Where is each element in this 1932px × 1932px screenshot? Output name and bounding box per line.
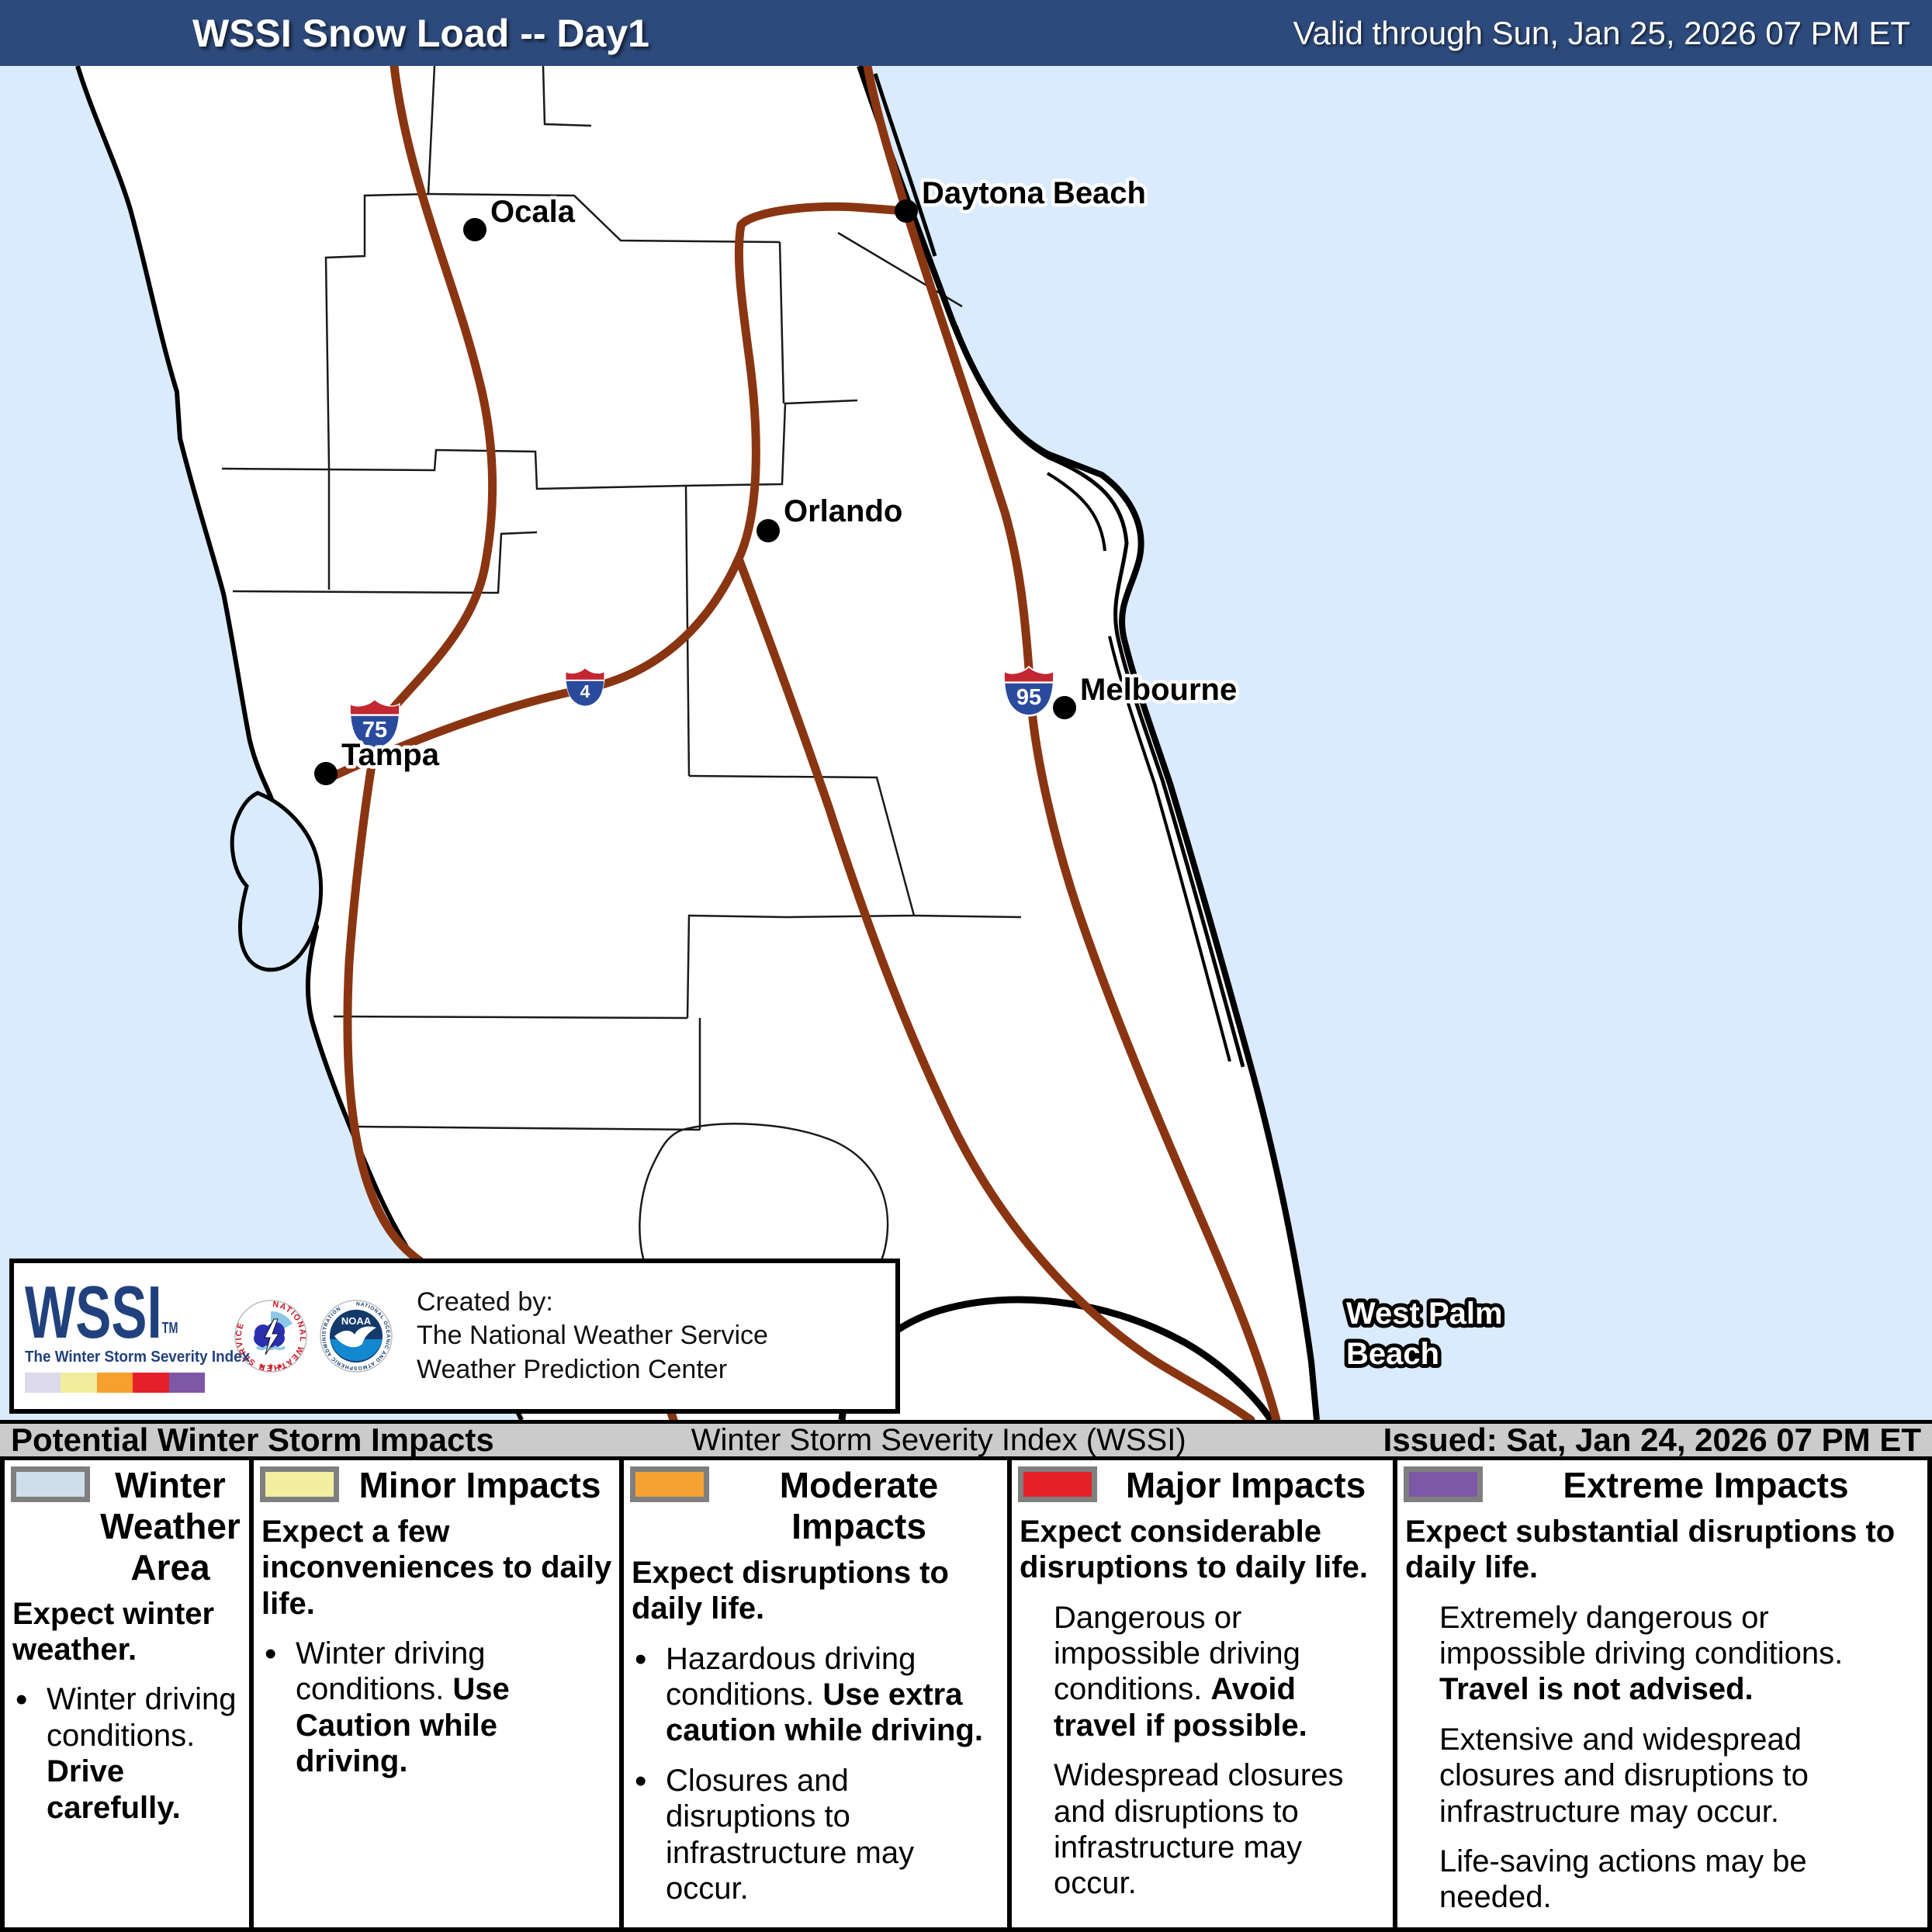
major-impacts-swatch [1018, 1466, 1097, 1502]
city-markers [314, 199, 1076, 785]
wssi-logo: WSSITM The Winter Storm Severity Index [25, 1270, 251, 1394]
daytona-beach-label: Daytona Beach [922, 176, 1146, 210]
legend-lead: Expect winter weather. [12, 1596, 215, 1667]
colorbar-segment [25, 1373, 61, 1394]
bullet-icon: • [635, 1639, 647, 1678]
moderate-impacts-swatch [630, 1466, 709, 1502]
winter-weather-swatch [11, 1466, 90, 1502]
minor-impacts-swatch [260, 1466, 339, 1502]
legend-title: Extreme Impacts [1563, 1465, 1849, 1505]
info-bar: Potential Winter Storm Impacts Winter St… [0, 1420, 1932, 1460]
daytona-beach-dot [895, 199, 918, 223]
orlando-label: Orlando [784, 494, 902, 528]
legend-item: Extensive and widespread closures and di… [1439, 1722, 1809, 1829]
map-canvas: 75 4 95 Ocala Daytona Beach Orlando Tamp… [0, 66, 1932, 1420]
bullet-icon: • [265, 1635, 277, 1674]
ocala-dot [463, 218, 486, 241]
gulf-of-mexico [0, 66, 521, 1420]
legend-item: • Hazardous driving conditions. Use extr… [635, 1639, 983, 1748]
colorbar-segment [133, 1373, 169, 1394]
indian-river-shore [1046, 472, 1231, 1062]
nws-logo: NATIONAL WEATHER SERVICE ★ ★ ★ [234, 1300, 307, 1373]
atlantic-coastline [857, 66, 1320, 1420]
legend-item: Life-saving actions may be needed. [1439, 1844, 1807, 1915]
legend-lead: Expect disruptions to daily life. [632, 1555, 949, 1626]
interstate-shield-75: 75 [349, 698, 400, 750]
legend-lead: Expect considerable disruptions to daily… [1020, 1514, 1368, 1585]
interstate-shield-4: 4 [565, 667, 605, 708]
impact-legend: Winter Weather Area Expect winter weathe… [0, 1460, 1932, 1932]
west-palm-beach-label: West Palm Beach [1346, 1297, 1511, 1371]
tampa-bay [230, 791, 324, 972]
wssi-subtitle: Winter Storm Severity Index (WSSI) [691, 1422, 1186, 1457]
svg-text:95: 95 [1016, 685, 1041, 710]
nws-stars: ★ ★ ★ [258, 1362, 283, 1371]
legend-winter-weather-area: Winter Weather Area Expect winter weathe… [5, 1460, 249, 1927]
legend-extreme-impacts: Extreme Impacts Expect substantial disru… [1393, 1460, 1927, 1927]
interstate-shield-95: 95 [1003, 665, 1054, 717]
colorbar-segment [61, 1373, 97, 1394]
svg-text:75: 75 [362, 718, 387, 743]
ocala-label: Ocala [490, 195, 576, 229]
svg-text:4: 4 [580, 681, 590, 701]
legend-moderate-impacts: Moderate Impacts Expect disruptions to d… [619, 1460, 1007, 1927]
colorbar-segment [168, 1373, 206, 1394]
legend-lead: Expect a few inconveniences to daily lif… [261, 1514, 612, 1621]
legend-item: Dangerous or impossible driving conditio… [1054, 1600, 1307, 1743]
noaa-wordmark: NOAA [341, 1315, 372, 1327]
atlantic-ocean [860, 66, 1932, 1420]
road-i4 [329, 202, 911, 781]
impacts-heading: Potential Winter Storm Impacts [11, 1421, 494, 1458]
wssi-wordmark: WSSITM [25, 1270, 178, 1354]
credit-box: WSSITM The Winter Storm Severity Index N… [9, 1259, 900, 1414]
legend-title: Major Impacts [1125, 1465, 1366, 1505]
tampa-label: Tampa [341, 738, 440, 772]
legend-item: Widespread closures and disruptions to i… [1054, 1758, 1344, 1901]
page-title: WSSI Snow Load -- Day1 [192, 11, 649, 55]
legend-lead: Expect substantial disruptions to daily … [1405, 1514, 1896, 1585]
title-bar: WSSI Snow Load -- Day1 Valid through Sun… [0, 0, 1932, 66]
bullet-icon: • [16, 1681, 28, 1719]
melbourne-dot [1053, 696, 1076, 719]
legend-item: • Winter driving conditions. Drive caref… [16, 1681, 237, 1825]
melbourne-label: Melbourne [1080, 673, 1237, 707]
north-barrier-shore [873, 73, 937, 257]
extreme-impacts-swatch [1404, 1466, 1483, 1502]
legend-minor-impacts: Minor Impacts Expect a few inconvenience… [249, 1460, 619, 1927]
tampa-dot [314, 762, 338, 785]
orlando-dot [757, 519, 780, 542]
issued-text: Issued: Sat, Jan 24, 2026 07 PM ET [1383, 1421, 1921, 1458]
colorbar-segment [96, 1373, 133, 1394]
trademark-symbol: TM [161, 1319, 178, 1337]
road-turnpike [734, 554, 1255, 1420]
legend-title: Moderate Impacts [779, 1465, 939, 1546]
created-by-text: Created by: The National Weather Service… [417, 1286, 768, 1384]
lake-okeechobee-shore [838, 1296, 1274, 1420]
legend-title: Winter Weather Area [100, 1465, 241, 1587]
legend-item: • Winter driving conditions. Use Caution… [265, 1635, 510, 1779]
legend-item: • Closures and disruptions to infrastruc… [635, 1761, 915, 1906]
valid-through-text: Valid through Sun, Jan 25, 2026 07 PM ET [1293, 14, 1910, 51]
legend-major-impacts: Major Impacts Expect considerable disrup… [1007, 1460, 1393, 1927]
legend-title: Minor Impacts [358, 1465, 601, 1505]
wssi-tagline: The Winter Storm Severity Index [25, 1348, 251, 1366]
wssi-severity-colorbar [25, 1373, 206, 1394]
noaa-logo: NATIONAL OCEANIC AND ATMOSPHERIC ADMINIS… [320, 1300, 393, 1373]
bullet-icon: • [635, 1761, 647, 1800]
county-boundaries [221, 66, 1022, 1331]
florida-wssi-map: 75 4 95 Ocala Daytona Beach Orlando Tamp… [0, 66, 1932, 1420]
legend-item: Extremely dangerous or impossible drivin… [1439, 1600, 1844, 1707]
barrier-island-lagoon [954, 325, 1245, 1068]
